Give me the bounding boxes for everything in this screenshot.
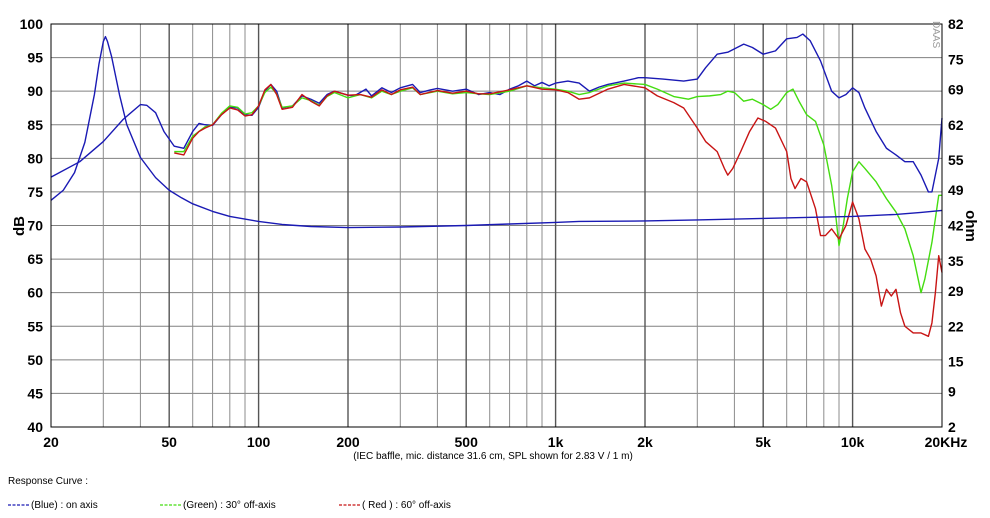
series-30-off-axis [174, 82, 942, 294]
y-tick-label: 75 [27, 184, 43, 200]
y-tick-label: 70 [27, 218, 43, 234]
y-tick-label: 95 [27, 50, 43, 66]
y2-tick-label: 15 [948, 354, 964, 370]
series-impedance [50, 35, 943, 229]
plot-frame [50, 23, 943, 428]
legend-title: Response Curve : [8, 476, 88, 487]
y-tick-label: 80 [27, 150, 43, 166]
x-tick-label: 500 [455, 434, 479, 450]
y-tick-label: 55 [27, 318, 43, 334]
y2-tick-label: 42 [948, 218, 964, 234]
y2-tick-label: 75 [948, 51, 964, 67]
legend-item-green: (Green) : 30° off-axis [160, 500, 276, 511]
y-tick-label: 90 [27, 83, 43, 99]
y-tick-label: 65 [27, 251, 43, 267]
series-60-off-axis [174, 83, 943, 338]
x-tick-label: 20KHz [925, 434, 968, 450]
measurement-note: (IEC baffle, mic. distance 31.6 cm, SPL … [353, 451, 633, 462]
x-tick-label: 2k [637, 434, 653, 450]
y2-tick-label: 22 [948, 318, 964, 334]
y2-tick-label: 82 [948, 16, 964, 32]
y-axis-title-left: dB [11, 216, 28, 236]
watermark: DAAS [930, 21, 941, 49]
legend-label-red: ( Red ) : 60° off-axis [362, 500, 451, 511]
y2-tick-label: 2 [948, 419, 956, 435]
x-tick-label: 50 [161, 434, 177, 450]
y-tick-label: 85 [27, 117, 43, 133]
legend-label-green: (Green) : 30° off-axis [183, 500, 276, 511]
grid [51, 23, 942, 428]
x-tick-label: 200 [336, 434, 360, 450]
x-tick-label: 20 [43, 434, 59, 450]
y2-tick-label: 69 [948, 81, 964, 97]
y-axis-title-right: ohm [962, 210, 979, 242]
x-tick-label: 100 [247, 434, 271, 450]
y2-tick-label: 29 [948, 283, 964, 299]
y2-tick-label: 62 [948, 117, 964, 133]
tick-labels: 100 95 90 85 80 75 70 65 60 55 50 45 40 82 75 69 62 55 49 4… [20, 16, 968, 450]
y-tick-label: 50 [27, 352, 43, 368]
legend-label-blue: (Blue) : on axis [31, 500, 98, 511]
y-tick-label: 40 [27, 419, 43, 435]
x-tick-label: 1k [548, 434, 564, 450]
x-tick-label: 5k [755, 434, 771, 450]
y-tick-label: 45 [27, 385, 43, 401]
y-tick-label: 100 [20, 16, 44, 32]
y2-tick-label: 35 [948, 253, 964, 269]
y2-tick-label: 55 [948, 152, 964, 168]
legend: Response Curve : (Blue) : on axis (Green… [8, 476, 451, 511]
y2-tick-label: 9 [948, 384, 956, 400]
legend-item-red: ( Red ) : 60° off-axis [339, 500, 451, 511]
x-tick-label: 10k [841, 434, 865, 450]
y-tick-label: 60 [27, 285, 43, 301]
legend-item-blue: (Blue) : on axis [8, 500, 98, 511]
y2-tick-label: 49 [948, 182, 964, 198]
series-layer [50, 33, 943, 338]
